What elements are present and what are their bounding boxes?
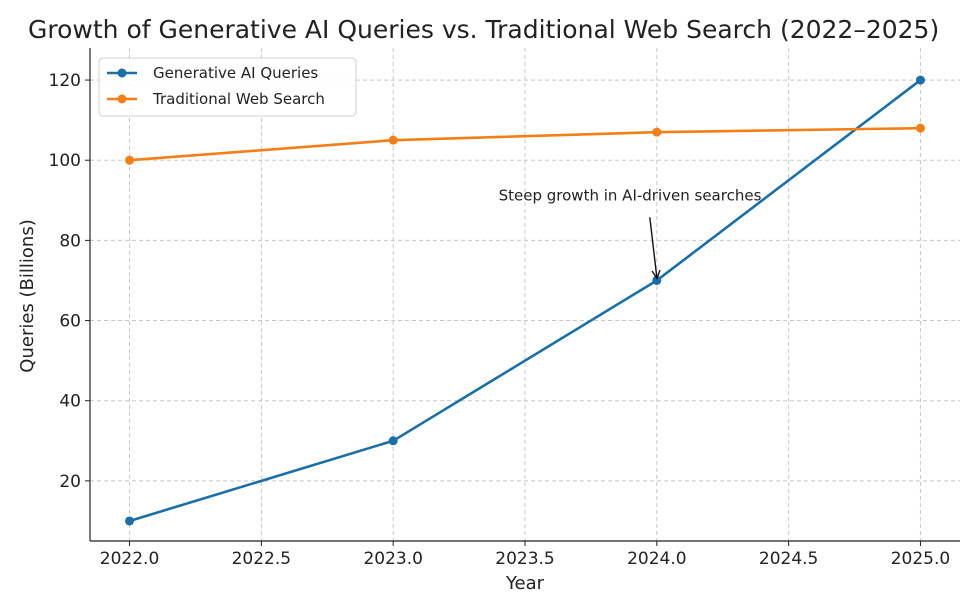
y-tick-label-3: 80 bbox=[59, 231, 81, 251]
y-tick-label-0: 20 bbox=[59, 472, 81, 492]
y-tick-label-2: 60 bbox=[59, 312, 81, 332]
data-point-generative-ai-queries-1 bbox=[388, 436, 398, 446]
data-point-traditional-web-search-1 bbox=[388, 135, 398, 145]
data-point-traditional-web-search-0 bbox=[125, 155, 135, 165]
legend-swatch-marker-generative-ai-queries bbox=[117, 68, 127, 78]
data-point-generative-ai-queries-0 bbox=[125, 516, 135, 526]
annotation-layer: Steep growth in AI-driven searches bbox=[499, 186, 762, 277]
series-line-traditional-web-search bbox=[128, 126, 922, 162]
grid bbox=[90, 48, 960, 541]
x-tick-label-5: 2024.5 bbox=[759, 549, 818, 569]
data-point-traditional-web-search-2 bbox=[652, 127, 662, 137]
legend-box bbox=[98, 57, 357, 117]
x-tick-label-2: 2023.0 bbox=[363, 549, 422, 569]
legend-swatch-marker-traditional-web-search bbox=[117, 94, 127, 104]
y-tick-label-4: 100 bbox=[49, 151, 81, 171]
legend-label-generative-ai-queries: Generative AI Queries bbox=[153, 64, 318, 82]
data-point-generative-ai-queries-3 bbox=[915, 75, 925, 85]
x-tick-label-3: 2023.5 bbox=[495, 549, 554, 569]
x-tick-label-6: 2025.0 bbox=[891, 549, 950, 569]
x-axis-label: Year bbox=[505, 573, 545, 594]
x-tick-label-4: 2024.0 bbox=[627, 549, 686, 569]
series-line-generative-ai-queries bbox=[128, 78, 922, 523]
annotation-arrow-0 bbox=[649, 217, 657, 277]
annotation-text-0: Steep growth in AI-driven searches bbox=[499, 186, 762, 204]
legend-label-traditional-web-search: Traditional Web Search bbox=[152, 90, 325, 108]
y-axis-label: Queries (Billions) bbox=[17, 219, 38, 372]
x-tick-label-1: 2022.5 bbox=[232, 549, 291, 569]
series-layer bbox=[125, 75, 925, 526]
data-point-traditional-web-search-3 bbox=[915, 123, 925, 133]
chart-title: Growth of Generative AI Queries vs. Trad… bbox=[28, 15, 939, 44]
legend: Generative AI Queries Traditional Web Sea… bbox=[98, 57, 357, 117]
y-tick-label-5: 120 bbox=[49, 71, 81, 91]
axes: 2022.0 2022.5 2023.0 2023.5 2024.0 2024.5 2025… bbox=[49, 48, 960, 569]
y-tick-label-1: 40 bbox=[59, 392, 81, 412]
x-tick-label-0: 2022.0 bbox=[100, 549, 159, 569]
